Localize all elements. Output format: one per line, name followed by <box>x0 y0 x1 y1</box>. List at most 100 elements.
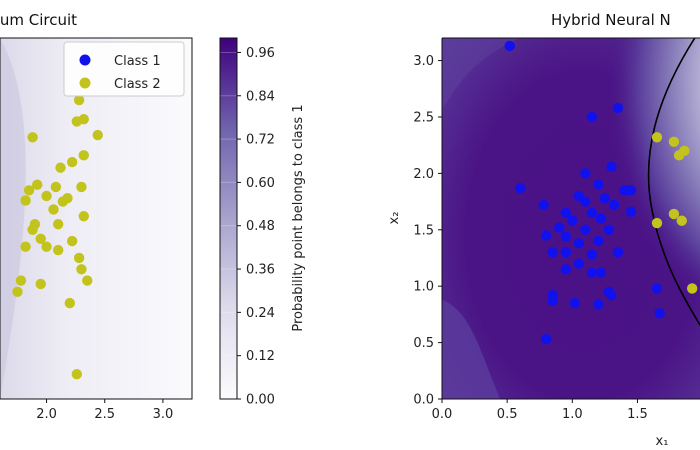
right-point-class2 <box>668 136 680 147</box>
right-point-class1 <box>504 40 515 52</box>
colorbar-tick-label: 0.72 <box>246 133 275 148</box>
right-y-tick-label: 2.5 <box>413 110 434 125</box>
right-point-class1 <box>599 192 611 204</box>
right-y-tick-label: 2.0 <box>413 167 434 182</box>
right-y-tick-label: 1.5 <box>413 223 434 238</box>
left-point-class2 <box>66 156 78 168</box>
right-point-class2 <box>668 208 680 220</box>
right-point-class1 <box>593 235 604 247</box>
colorbar-tick-label: 0.24 <box>246 306 275 321</box>
right-point-class1 <box>567 215 578 226</box>
right-point-class1 <box>580 168 591 179</box>
right-x-tick-label: 0.5 <box>497 407 518 422</box>
left-point-class2 <box>71 116 83 127</box>
left-plot-frame <box>0 37 193 400</box>
right-point-class1 <box>612 247 624 258</box>
left-point-class2 <box>15 275 27 286</box>
left-x-tick-label: 3.0 <box>153 407 174 422</box>
right-point-class1 <box>595 213 607 224</box>
right-point-class2 <box>673 150 685 161</box>
right-x-tick-label: 1.0 <box>562 407 583 422</box>
left-x-tick-label: 2.0 <box>36 407 57 422</box>
right-point-class2 <box>651 132 663 143</box>
right-y-tick-label: 0.5 <box>413 336 434 351</box>
right-title: Hybrid Neural N <box>551 11 671 29</box>
legend-marker-class2 <box>79 77 91 89</box>
right-y-tick-label: 3.0 <box>413 54 434 69</box>
right-panel: Hybrid Neural N 0.0 0.5 1.0 1.5 0.0 0.5 1.0 1.… <box>387 11 700 449</box>
right-point-class1 <box>612 102 624 114</box>
right-point-class1 <box>603 286 614 298</box>
colorbar-tick-label: 0.36 <box>246 263 275 278</box>
left-point-class2 <box>71 368 83 380</box>
right-point-class1 <box>560 264 571 275</box>
right-point-class1 <box>625 206 637 217</box>
right-x-tick-label: 0.0 <box>432 407 453 422</box>
colorbar-tick-label: 0.12 <box>246 349 275 364</box>
left-x-ticks: 2.0 2.5 3.0 <box>36 399 173 422</box>
left-point-class2 <box>52 244 64 256</box>
left-point-class2 <box>78 211 89 222</box>
right-point-class2 <box>686 283 698 294</box>
left-panel: tum Circuit 2.0 2.5 3.0 Class 1 Class 2 <box>0 11 193 422</box>
right-point-class1 <box>603 224 614 235</box>
right-point-class1 <box>586 207 598 219</box>
right-point-class1 <box>573 258 585 269</box>
legend-marker-class1 <box>79 54 91 66</box>
right-y-tick-label: 0.0 <box>413 393 434 408</box>
right-point-class1 <box>651 283 663 294</box>
left-plot-background <box>0 38 192 399</box>
left-point-class2 <box>23 185 35 196</box>
left-point-class2 <box>73 252 85 264</box>
right-point-class2 <box>676 215 687 226</box>
left-contour-band <box>0 38 26 399</box>
right-points <box>504 40 698 345</box>
right-point-class1 <box>560 231 571 242</box>
right-point-class1 <box>593 179 604 190</box>
right-point-class1 <box>514 182 526 194</box>
right-xlabel: x₁ <box>656 434 669 449</box>
left-points <box>12 94 103 380</box>
colorbar-tick-label: 0.96 <box>246 46 275 61</box>
right-point-class1 <box>541 334 552 345</box>
colorbar-label: Probability point belongs to class 1 <box>291 104 306 331</box>
left-point-class2 <box>20 241 31 252</box>
right-x-tick-label: 1.5 <box>627 407 648 422</box>
right-point-class1 <box>586 267 598 278</box>
right-point-class1 <box>595 267 607 278</box>
right-point-class1 <box>560 207 571 219</box>
left-point-class2 <box>50 181 62 193</box>
left-point-class2 <box>12 286 23 298</box>
right-y-tick-label: 1.0 <box>413 280 434 295</box>
right-x-ticks: 0.0 0.5 1.0 1.5 <box>432 399 648 422</box>
right-point-class1 <box>554 222 565 233</box>
colorbar-ticks: 0.00 0.12 0.24 0.36 0.48 0.60 0.72 0.84 0.96 <box>237 46 275 408</box>
left-point-class2 <box>52 218 64 230</box>
colorbar-tick-label: 0.48 <box>246 219 275 234</box>
right-point-class1 <box>608 199 620 211</box>
right-point-class1 <box>541 230 552 241</box>
left-x-tick-label: 2.5 <box>94 407 115 422</box>
right-point-class1 <box>654 308 665 319</box>
right-point-class1 <box>547 295 558 307</box>
left-point-class2 <box>20 195 31 206</box>
left-point-class2 <box>48 204 59 215</box>
right-point-class1 <box>573 238 585 249</box>
left-point-class2 <box>64 297 76 309</box>
right-y-ticks: 0.0 0.5 1.0 1.5 2.0 2.5 3.0 <box>413 54 442 408</box>
left-point-class2 <box>41 241 52 252</box>
right-point-class1 <box>625 185 637 196</box>
right-point-class1 <box>580 224 591 235</box>
left-point-class2 <box>35 233 46 245</box>
colorbar-tick-label: 0.00 <box>246 393 275 408</box>
right-point-class1 <box>606 161 617 172</box>
colorbar-tick-label: 0.84 <box>246 89 275 104</box>
legend-label-class1: Class 1 <box>114 54 161 69</box>
legend-label-class2: Class 2 <box>114 77 161 92</box>
legend-box <box>63 41 185 97</box>
right-point-class1 <box>593 299 604 310</box>
right-point-class1 <box>586 249 598 260</box>
left-point-class2 <box>57 196 69 207</box>
left-point-class2 <box>73 94 85 106</box>
